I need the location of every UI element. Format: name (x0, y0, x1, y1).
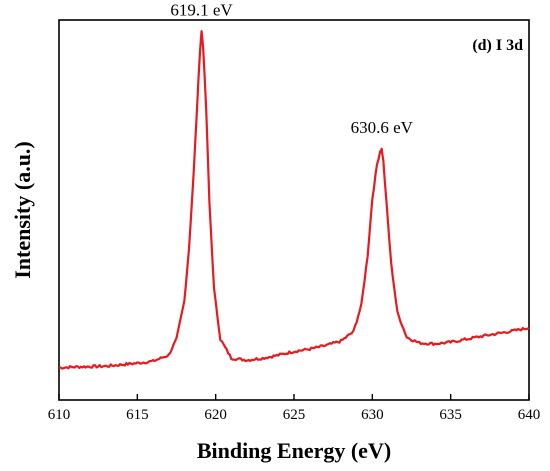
x-tick-label: 610 (48, 407, 71, 423)
x-axis-ticks: 610 615 620 625 630 635 640 (48, 394, 541, 423)
peak-annotations: 619.1 eV 630.6 eV (170, 0, 413, 137)
x-tick-label: 640 (518, 407, 541, 423)
x-axis-title: Binding Energy (eV) (197, 438, 391, 463)
x-tick-label: 620 (204, 407, 227, 423)
peak-label: 630.6 eV (351, 118, 414, 137)
x-tick-label: 630 (361, 407, 384, 423)
x-tick-label: 615 (126, 407, 149, 423)
plot-frame (58, 19, 530, 401)
panel-label: (d) I 3d (472, 37, 523, 54)
x-tick-label: 635 (439, 407, 462, 423)
series-line (58, 30, 530, 370)
x-tick-label: 625 (283, 407, 306, 423)
peak-label: 619.1 eV (170, 0, 233, 19)
y-axis-title: Intensity (a.u.) (10, 141, 35, 279)
